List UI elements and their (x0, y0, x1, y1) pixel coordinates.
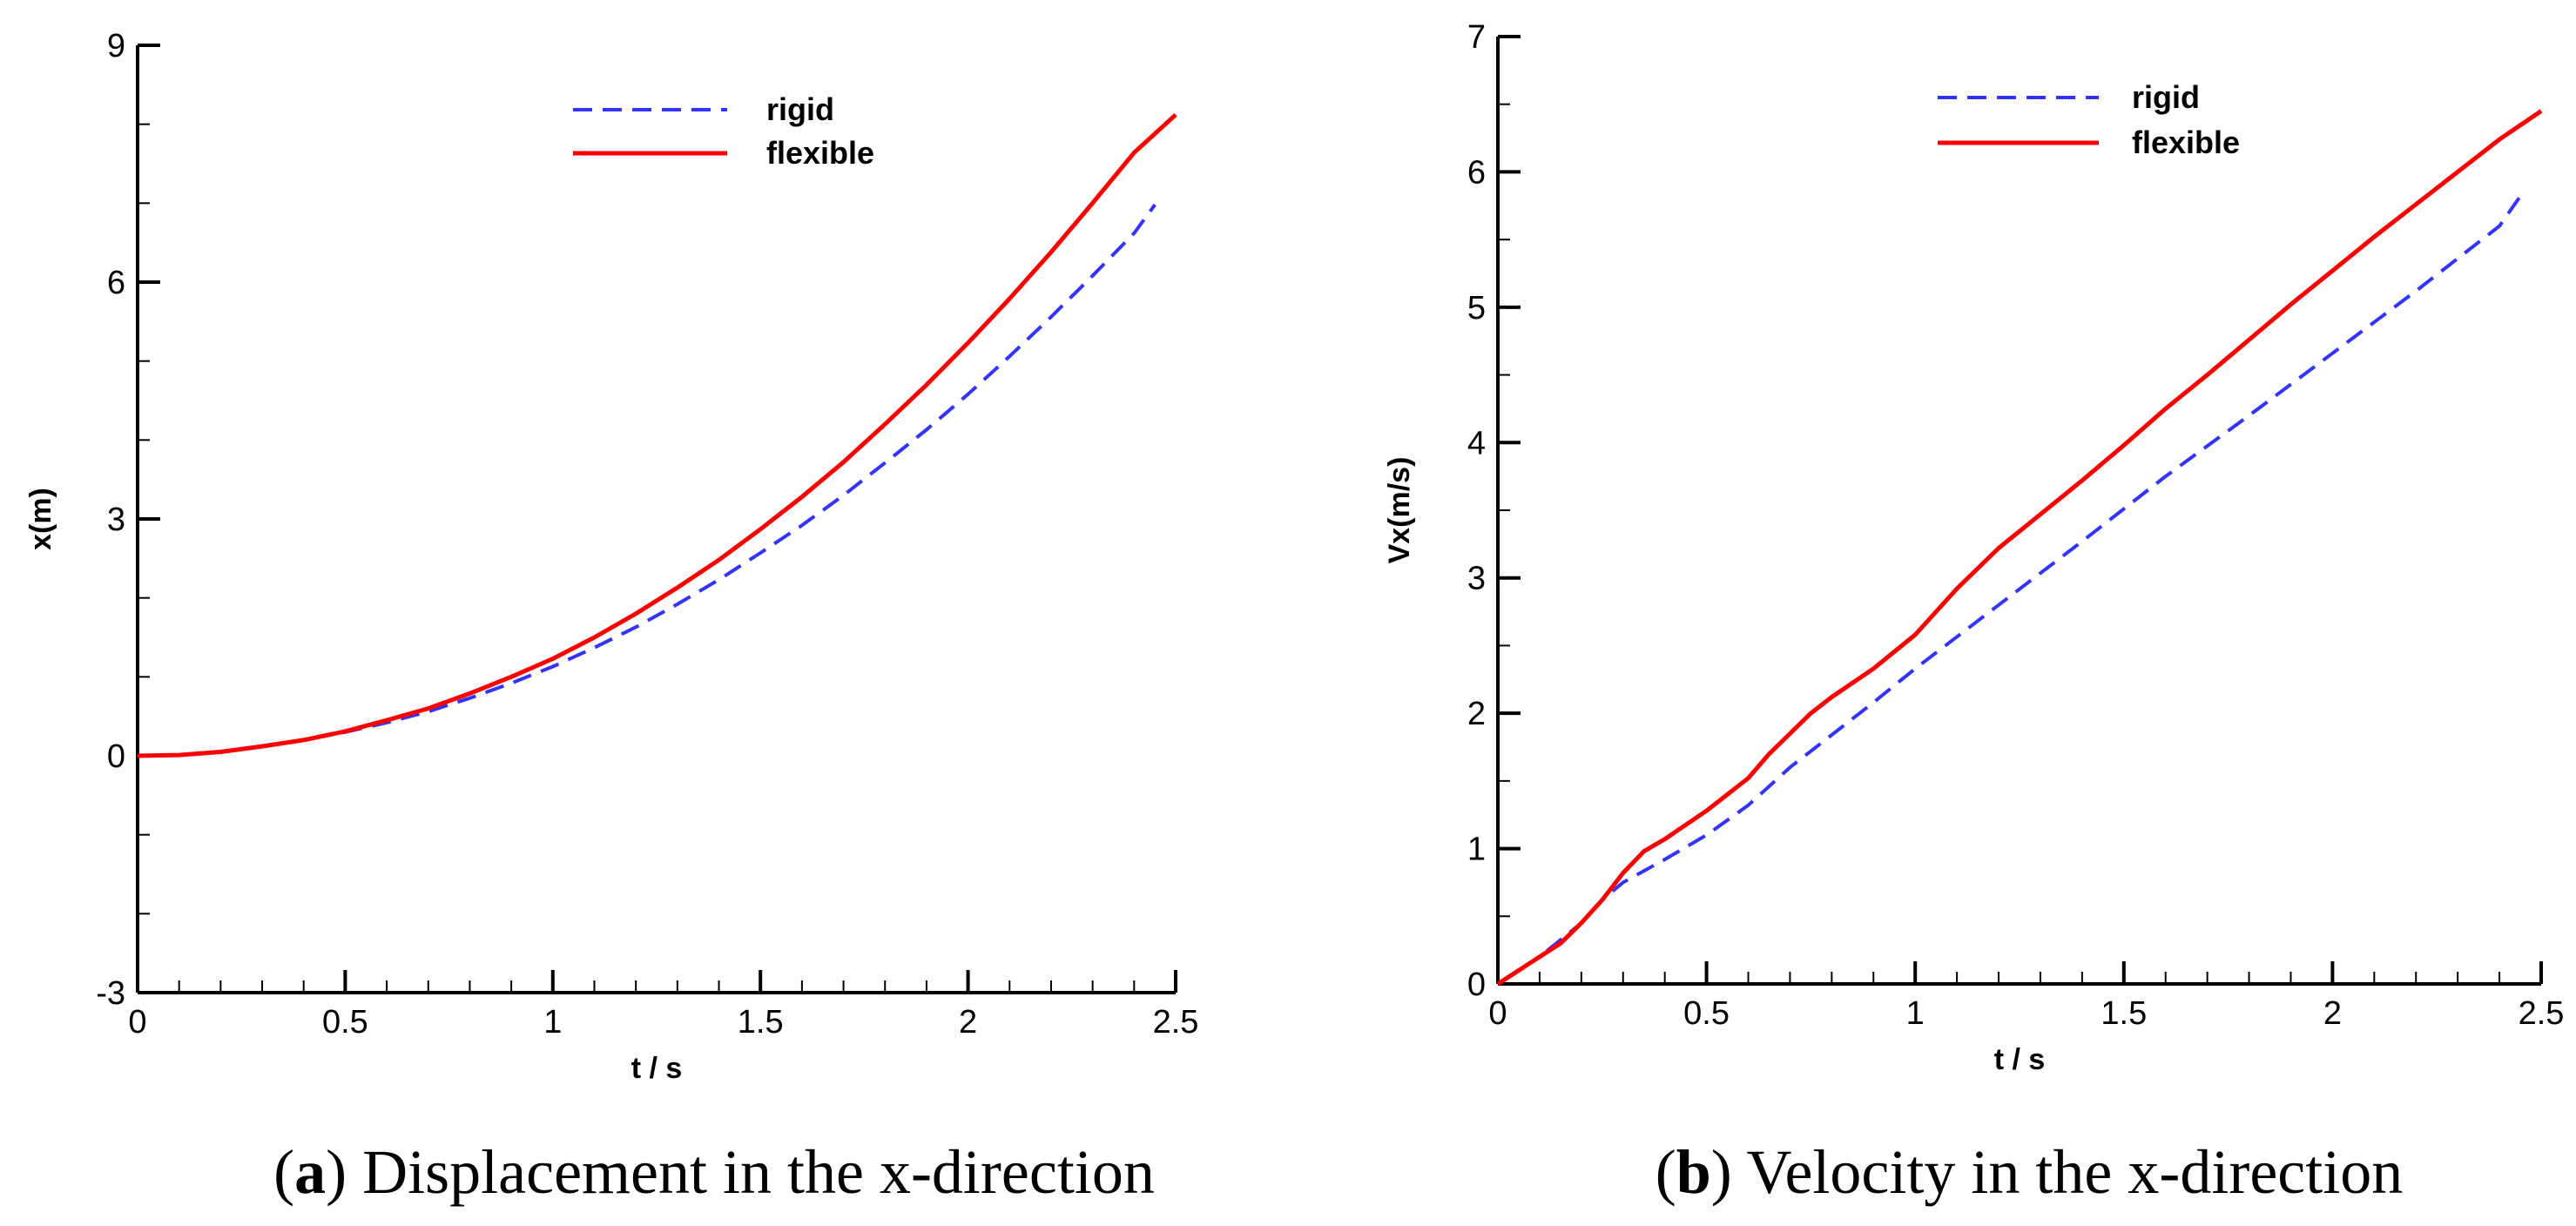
x-tick-label: 0.5 (1683, 995, 1730, 1032)
caption-letter: b (1676, 1137, 1711, 1207)
y-tick-label: 1 (1467, 832, 1486, 868)
legend-label-flexible: flexible (766, 135, 874, 171)
caption-letter: a (294, 1137, 326, 1207)
y-tick-label: 4 (1467, 425, 1486, 461)
legend-label-flexible: flexible (2132, 125, 2240, 160)
y-tick-label: 0 (1467, 967, 1486, 1003)
y-tick-label: 5 (1467, 290, 1486, 327)
panel-caption: (a) Displacement in the x-direction (273, 1137, 1155, 1207)
series-line-rigid (137, 203, 1157, 758)
series-line-flexible (1496, 109, 2543, 987)
y-tick-label: 9 (107, 28, 125, 64)
x-axis-label: t / s (631, 1052, 683, 1085)
y-tick-label: 6 (107, 265, 125, 301)
x-axis-label: t / s (1994, 1043, 2046, 1076)
series-line-rigid (1496, 195, 2522, 986)
y-tick-label: 6 (1467, 154, 1486, 191)
y-tick-label: 0 (107, 738, 125, 775)
x-tick-label: 2.5 (2519, 995, 2565, 1032)
caption-open-paren: ( (273, 1137, 294, 1207)
legend-label-rigid: rigid (766, 91, 834, 127)
x-tick-label: 1.5 (2101, 995, 2147, 1032)
caption-close-paren: ) (1711, 1137, 1747, 1207)
x-tick-label: 1 (1906, 995, 1925, 1032)
x-tick-label: 0 (128, 1004, 146, 1041)
y-tick-label: -3 (96, 975, 125, 1012)
caption-text: Velocity in the x-direction (1746, 1137, 2403, 1207)
panel-b: 0 0.5 1 1.5 2 2.5 0 1 2 3 4 5 6 7 t / s Vx(m/s) rigid fle… (1383, 19, 2564, 1207)
y-axis-label: x(m) (24, 488, 57, 550)
y-axis-label: Vx(m/s) (1383, 457, 1416, 564)
x-tick-label: 1.5 (738, 1004, 784, 1041)
caption-text: Displacement in the x-direction (362, 1137, 1155, 1207)
x-tick-label: 2 (2323, 995, 2342, 1032)
y-tick-label: 3 (1467, 561, 1486, 597)
y-tick-label: 7 (1467, 19, 1486, 56)
panel-caption: (b) Velocity in the x-direction (1656, 1137, 2404, 1207)
legend-label-rigid: rigid (2132, 79, 2200, 115)
x-tick-label: 2 (959, 1004, 977, 1041)
series-line-flexible (137, 112, 1177, 758)
y-tick-label: 3 (107, 502, 125, 538)
caption-open-paren: ( (1656, 1137, 1676, 1207)
x-tick-label: 0.5 (322, 1004, 368, 1041)
x-tick-label: 0 (1488, 995, 1507, 1032)
caption-close-paren: ) (326, 1137, 362, 1207)
y-tick-label: 2 (1467, 696, 1486, 732)
x-tick-label: 1 (543, 1004, 562, 1041)
x-tick-label: 2.5 (1153, 1004, 1199, 1041)
